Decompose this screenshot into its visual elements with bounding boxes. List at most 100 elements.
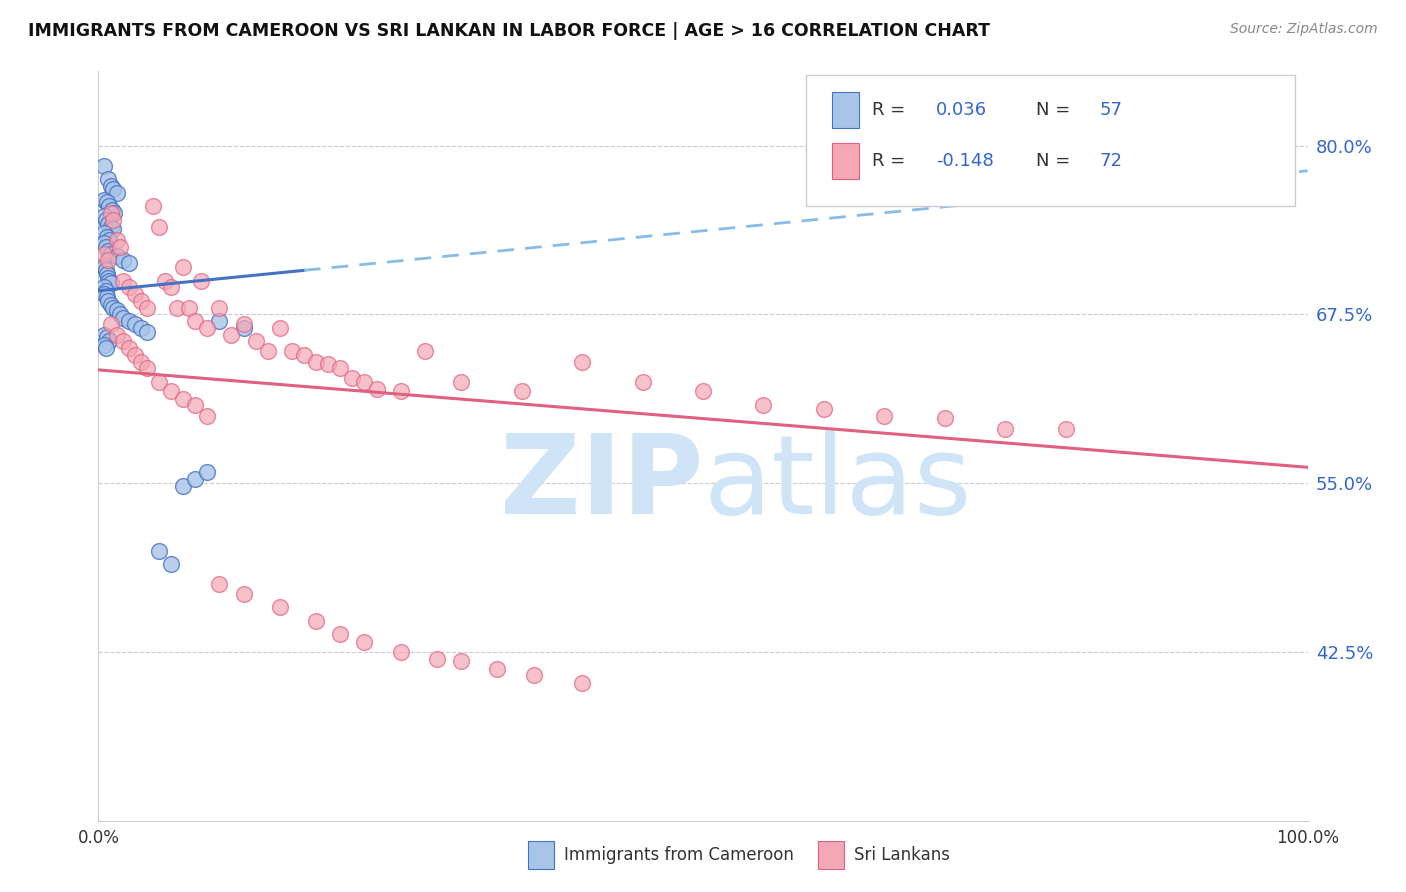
FancyBboxPatch shape — [806, 75, 1295, 206]
Point — [208, 314, 231, 328]
Point — [148, 375, 170, 389]
Text: Source: ZipAtlas.com: Source: ZipAtlas.com — [1230, 22, 1378, 37]
Text: 72: 72 — [1099, 152, 1122, 169]
Point — [256, 343, 278, 358]
Point — [94, 285, 117, 299]
Point — [934, 411, 956, 425]
Point — [329, 627, 352, 641]
Point — [108, 307, 131, 321]
Point — [100, 179, 122, 194]
Point — [184, 472, 207, 486]
Point — [994, 422, 1017, 436]
Point — [96, 230, 118, 244]
Point — [184, 398, 207, 412]
Point — [105, 303, 128, 318]
Point — [118, 280, 141, 294]
Point — [93, 287, 115, 301]
Point — [342, 371, 364, 385]
Text: N =: N = — [1035, 152, 1076, 169]
Point — [105, 327, 128, 342]
FancyBboxPatch shape — [818, 841, 845, 870]
Point — [111, 334, 134, 349]
Point — [269, 321, 291, 335]
Point — [124, 317, 146, 331]
Point — [93, 338, 115, 352]
Text: -0.148: -0.148 — [936, 152, 994, 169]
Point — [172, 392, 194, 407]
Point — [389, 384, 412, 399]
FancyBboxPatch shape — [832, 143, 859, 178]
Point — [118, 256, 141, 270]
Point — [305, 354, 328, 368]
Point — [571, 676, 593, 690]
Point — [124, 348, 146, 362]
Point — [93, 209, 115, 223]
Point — [111, 253, 134, 268]
Point — [100, 206, 122, 220]
Point — [413, 343, 436, 358]
Point — [571, 354, 593, 368]
Point — [195, 466, 218, 480]
Point — [100, 246, 122, 260]
Point — [111, 274, 134, 288]
Point — [97, 172, 120, 186]
Point — [450, 375, 472, 389]
Point — [93, 280, 115, 294]
Point — [316, 357, 339, 371]
Point — [93, 227, 115, 241]
Point — [142, 199, 165, 213]
Point — [97, 217, 120, 231]
Point — [105, 249, 128, 263]
Point — [93, 260, 115, 274]
Point — [160, 280, 183, 294]
Point — [93, 327, 115, 342]
Point — [100, 219, 122, 234]
Point — [148, 543, 170, 558]
Point — [108, 240, 131, 254]
Point — [97, 271, 120, 285]
Point — [93, 159, 115, 173]
Point — [208, 577, 231, 591]
Point — [221, 327, 243, 342]
Point — [631, 375, 654, 389]
Point — [94, 262, 117, 277]
Point — [184, 314, 207, 328]
Point — [190, 274, 212, 288]
Text: ZIP: ZIP — [499, 430, 703, 537]
Point — [93, 246, 115, 260]
Point — [353, 375, 375, 389]
Point — [135, 361, 157, 376]
Point — [98, 233, 121, 247]
Point — [813, 401, 835, 416]
Point — [118, 314, 141, 328]
Point — [195, 409, 218, 423]
Point — [692, 384, 714, 399]
Point — [96, 195, 118, 210]
Point — [105, 233, 128, 247]
Point — [450, 654, 472, 668]
Point — [101, 182, 124, 196]
Point — [389, 645, 412, 659]
Point — [100, 277, 122, 291]
Point — [135, 325, 157, 339]
Point — [135, 301, 157, 315]
Point — [100, 317, 122, 331]
Point — [101, 301, 124, 315]
Point — [100, 298, 122, 312]
Point — [98, 199, 121, 213]
Text: R =: R = — [872, 101, 911, 119]
Point — [93, 235, 115, 250]
Point — [366, 382, 388, 396]
Point — [232, 321, 254, 335]
Point — [305, 614, 328, 628]
Point — [292, 348, 315, 362]
Point — [105, 186, 128, 200]
Point — [103, 206, 125, 220]
Point — [98, 274, 121, 288]
Point — [232, 317, 254, 331]
Point — [160, 384, 183, 399]
Point — [329, 361, 352, 376]
Point — [166, 301, 188, 315]
Point — [101, 212, 124, 227]
Point — [172, 479, 194, 493]
